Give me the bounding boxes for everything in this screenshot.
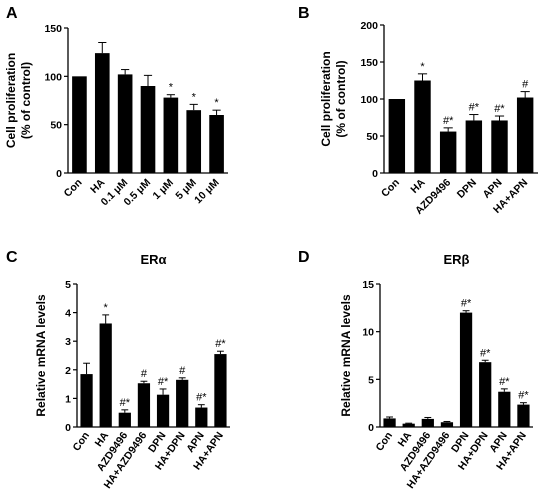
significance-label: #* bbox=[499, 376, 510, 388]
y-tick-label: 0 bbox=[65, 422, 71, 434]
y-tick-label: 50 bbox=[50, 120, 62, 132]
panel-a: A Cell proliferation (% of control) 0 50 100 1… bbox=[4, 5, 228, 208]
significance-label: #* bbox=[215, 338, 226, 350]
bar bbox=[186, 110, 202, 173]
y-tick-label: 100 bbox=[44, 71, 62, 83]
bar bbox=[117, 74, 133, 173]
y-tick-label: 150 bbox=[44, 23, 62, 35]
significance-label: #* bbox=[158, 376, 169, 388]
significance-label: #* bbox=[469, 102, 480, 114]
x-tick-label: HA bbox=[408, 176, 428, 196]
y-axis-label: Cell proliferation bbox=[319, 51, 333, 146]
y-tick-label: 2 bbox=[65, 365, 71, 377]
y-tick-label: 4 bbox=[65, 308, 71, 320]
bar bbox=[383, 418, 396, 427]
y-tick-label: 10 bbox=[362, 327, 374, 339]
y-tick-label: 50 bbox=[366, 131, 378, 143]
x-tick-label: Con bbox=[62, 177, 85, 200]
bar bbox=[516, 97, 534, 173]
significance-label: #* bbox=[480, 347, 491, 359]
panel-letter: D bbox=[298, 249, 310, 266]
x-tick-label: Con bbox=[379, 177, 402, 200]
y-axis-label: (% of control) bbox=[19, 62, 33, 139]
bar bbox=[465, 120, 483, 173]
panel-letter: C bbox=[6, 249, 18, 266]
bar bbox=[414, 80, 431, 173]
panel-title: ERβ bbox=[444, 252, 470, 267]
significance-label: * bbox=[214, 97, 219, 109]
bar bbox=[498, 391, 511, 427]
y-tick-label: 1 bbox=[65, 393, 71, 405]
bar bbox=[137, 383, 151, 427]
bar bbox=[491, 120, 508, 173]
y-tick-label: 15 bbox=[362, 279, 374, 291]
y-tick-label: 3 bbox=[65, 336, 71, 348]
bar bbox=[176, 379, 189, 427]
bar bbox=[439, 131, 457, 173]
y-axis-label: Relative mRNA levels bbox=[34, 294, 48, 417]
significance-label: # bbox=[179, 365, 186, 377]
y-tick-label: 0 bbox=[56, 168, 62, 180]
x-tick-label: 1 μM bbox=[151, 176, 177, 202]
x-tick-label: Con bbox=[70, 430, 92, 454]
bar bbox=[479, 362, 492, 427]
significance-label: #* bbox=[518, 390, 529, 402]
significance-label: #* bbox=[461, 298, 472, 310]
bar bbox=[402, 423, 415, 427]
y-axis-label: (% of control) bbox=[334, 60, 348, 137]
x-tick-label: Con bbox=[373, 430, 395, 454]
bar bbox=[163, 97, 179, 173]
x-tick-label: DPN bbox=[455, 177, 479, 201]
significance-label: * bbox=[192, 91, 197, 103]
panel-letter: A bbox=[6, 5, 18, 22]
significance-label: # bbox=[141, 368, 148, 380]
bar bbox=[209, 115, 224, 173]
bar bbox=[94, 53, 110, 174]
bar bbox=[421, 418, 434, 427]
bar bbox=[388, 99, 406, 173]
y-tick-label: 0 bbox=[372, 168, 378, 180]
y-tick-label: 200 bbox=[360, 20, 378, 32]
y-axis-label: Relative mRNA levels bbox=[339, 294, 353, 417]
y-tick-label: 0 bbox=[368, 422, 374, 434]
bar bbox=[195, 407, 208, 427]
bar bbox=[72, 76, 87, 173]
panel-letter: B bbox=[298, 5, 310, 22]
panel-title: ERα bbox=[140, 252, 166, 267]
bar bbox=[140, 86, 156, 173]
bar bbox=[99, 323, 112, 427]
y-tick-label: 100 bbox=[360, 94, 378, 106]
bar bbox=[118, 412, 131, 427]
significance-label: #* bbox=[443, 115, 454, 127]
significance-label: * bbox=[104, 302, 109, 314]
y-tick-label: 150 bbox=[360, 57, 378, 69]
significance-label: # bbox=[522, 79, 529, 91]
significance-label: * bbox=[420, 61, 425, 73]
significance-label: #* bbox=[196, 392, 207, 404]
bar bbox=[156, 394, 170, 427]
bar bbox=[440, 422, 454, 427]
y-tick-label: 5 bbox=[65, 279, 71, 291]
bar bbox=[214, 354, 227, 427]
bar bbox=[517, 404, 530, 427]
y-axis-label: Cell proliferation bbox=[4, 53, 18, 148]
significance-label: #* bbox=[120, 397, 131, 409]
significance-label: * bbox=[169, 82, 174, 94]
bar bbox=[80, 374, 93, 427]
panel-b: B Cell proliferation (% of control) 0 50 100 1… bbox=[298, 5, 538, 217]
x-tick-label: 10 μM bbox=[192, 176, 222, 206]
y-tick-label: 5 bbox=[368, 374, 374, 386]
bar bbox=[459, 312, 473, 427]
significance-label: #* bbox=[494, 103, 505, 115]
